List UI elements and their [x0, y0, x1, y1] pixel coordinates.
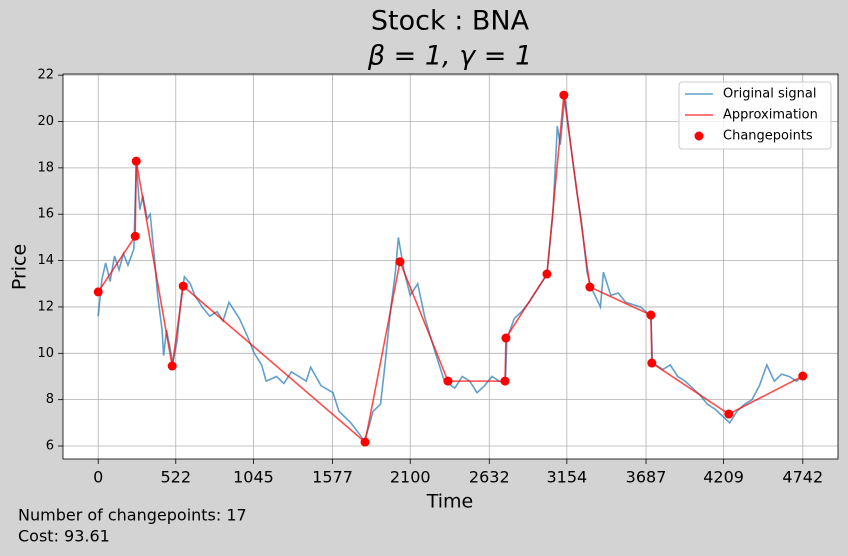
changepoint [559, 90, 569, 100]
x-axis-label: Time [426, 491, 474, 513]
x-tick-label: 3687 [626, 468, 667, 487]
x-tick-label: 4209 [703, 468, 744, 487]
y-tick-label: 22 [37, 68, 54, 83]
annotation: Number of changepoints: 17 [18, 506, 247, 525]
changepoint [178, 281, 188, 291]
x-tick-label: 1577 [312, 468, 353, 487]
x-tick-label: 4742 [782, 468, 823, 487]
y-tick-label: 10 [37, 346, 54, 361]
legend-box [678, 81, 832, 150]
chart-subtitle: β = 1, γ = 1 [367, 41, 532, 72]
plot-frame [62, 73, 839, 460]
series-line [97, 95, 804, 444]
legend-label: Changepoints [723, 129, 813, 144]
changepoint [646, 310, 656, 320]
changepoint [542, 269, 552, 279]
x-tick-label: 2100 [390, 468, 431, 487]
x-tick-label: 2632 [469, 468, 510, 487]
changepoint [395, 257, 405, 267]
y-tick-label: 14 [37, 253, 54, 268]
y-tick-label: 18 [37, 160, 54, 175]
legend-label: Original signal [723, 87, 816, 102]
legend-label: Approximation [723, 108, 818, 123]
changepoint [131, 156, 141, 166]
changepoint [585, 282, 595, 292]
changepoint [93, 287, 103, 297]
y-tick-label: 20 [37, 114, 54, 129]
x-tick-label: 522 [160, 468, 191, 487]
y-tick-label: 8 [46, 392, 54, 407]
y-axis-label: Price [9, 244, 31, 290]
changepoint [167, 361, 177, 371]
y-tick-label: 16 [37, 207, 54, 222]
changepoint [501, 333, 511, 343]
changepoint [500, 376, 510, 386]
y-tick-label: 12 [37, 299, 54, 314]
legend-swatch [694, 131, 704, 141]
x-tick-label: 0 [93, 468, 103, 487]
changepoint [647, 358, 657, 368]
changepoint [798, 371, 808, 381]
y-tick-label: 6 [46, 439, 54, 454]
chart-title: Stock : BNA [371, 6, 530, 37]
x-tick-label: 1045 [233, 468, 274, 487]
annotation: Cost: 93.61 [18, 527, 110, 546]
changepoint [443, 376, 453, 386]
changepoint [724, 409, 734, 419]
x-tick-label: 3154 [546, 468, 587, 487]
changepoint [360, 437, 370, 447]
changepoint [130, 231, 140, 241]
